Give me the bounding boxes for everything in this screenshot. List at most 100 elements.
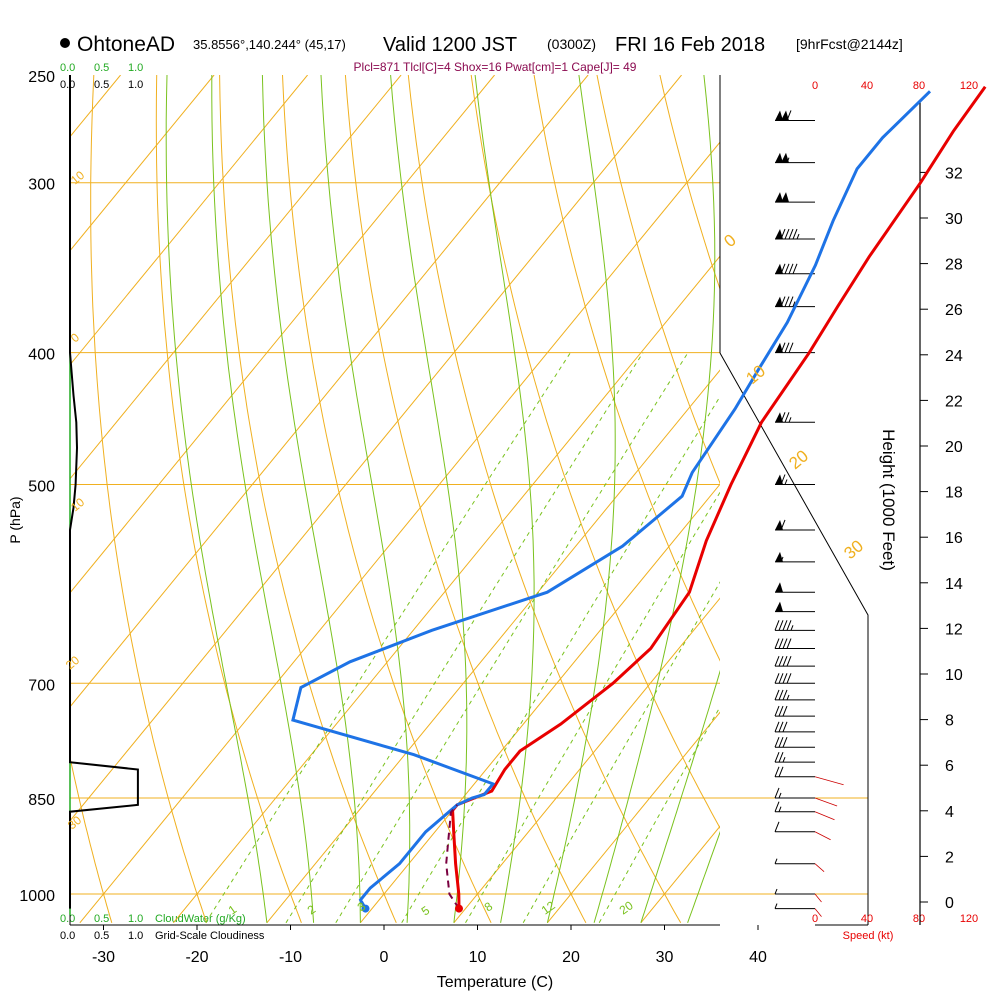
- isotherm-lines: [0, 75, 1000, 923]
- mixing-ratio-line: [523, 353, 856, 923]
- wind-barb-half-flag: [775, 904, 777, 909]
- wind-barb: [775, 110, 815, 120]
- height-tick-label: 28: [945, 257, 963, 274]
- wind-barb: [775, 788, 815, 798]
- wind-barb: [775, 690, 815, 700]
- wind-barb-flag: [779, 722, 783, 732]
- pressure-tick-label: 400: [28, 347, 55, 364]
- speed-top-tick: 80: [913, 80, 925, 92]
- wind-barb: [775, 752, 815, 762]
- height-tick-label: 26: [945, 302, 963, 319]
- wind-barb-flag: [783, 690, 787, 700]
- speed-bottom-tick: 0: [812, 913, 818, 925]
- valid-date: FRI 16 Feb 2018: [615, 34, 765, 56]
- speed-profile-line: [815, 864, 824, 872]
- temperature-tick-label: -20: [185, 949, 208, 966]
- wind-barb-flag: [781, 520, 785, 530]
- series-dewpoint-line: [293, 91, 930, 908]
- speed-bottom-tick: 40: [861, 913, 873, 925]
- cloudwater-top-ticks: 0.0 0.5 1.0 0.0 0.5 1.0: [60, 62, 143, 91]
- wind-barb-half-flag: [779, 793, 781, 798]
- wind-barb: [775, 639, 815, 649]
- wind-barb: [775, 582, 815, 592]
- wind-barb-flag: [787, 656, 791, 666]
- speed-top-tick: 120: [960, 80, 978, 92]
- wind-barb-flag: [783, 639, 787, 649]
- stability-indices: Plcl=871 Tlcl[C]=4 Shox=16 Pwat[cm]=1 Ca…: [354, 60, 637, 74]
- pressure-tick-label: 300: [28, 177, 55, 194]
- wind-barb-flag: [781, 412, 785, 422]
- wind-barb: [775, 802, 815, 812]
- pressure-tick-label: 1000: [19, 888, 55, 905]
- wind-barb-flag: [779, 673, 783, 683]
- wind-barb-flag: [781, 264, 785, 274]
- dry-adiabat-line: [156, 51, 301, 923]
- station-name: OhtoneAD: [77, 33, 175, 56]
- mixing-ratio-label: 12: [539, 898, 558, 917]
- y-axis-label: P (hPa): [7, 496, 23, 543]
- dry-adiabat-label: 20: [63, 653, 82, 673]
- wind-barb: [775, 412, 815, 422]
- wind-barb-half-flag: [779, 807, 781, 812]
- forecast-info: [9hrFcst@2144z]: [796, 36, 903, 52]
- wind-barb-flag: [785, 343, 789, 353]
- wind-barb-flag: [783, 706, 787, 716]
- dry-adiabat-label: 0: [720, 230, 739, 251]
- isotherm-line: [454, 75, 1000, 923]
- wind-barb-flag: [779, 620, 783, 630]
- wind-barb-flag: [775, 673, 779, 683]
- dry-adiabat-line: [406, 51, 681, 923]
- temperature-tick-label: -10: [279, 949, 302, 966]
- wind-barb-flag: [789, 297, 793, 307]
- wind-barb-flag: [787, 639, 791, 649]
- wind-barb-flag: [779, 706, 783, 716]
- wind-barb-flag: [787, 673, 791, 683]
- isotherm-line: [547, 75, 1000, 923]
- cloudiness-line: [70, 75, 138, 909]
- surface-temperature-marker: [455, 905, 463, 913]
- series-temperature-line: [453, 87, 986, 909]
- wind-barb-flag: [787, 620, 791, 630]
- wind-barb-flag: [775, 737, 779, 747]
- wind-barb: [775, 904, 815, 909]
- mixing-ratio-label: 20: [617, 898, 636, 917]
- wind-barb-flag: [779, 690, 783, 700]
- mixing-ratio-line: [336, 353, 688, 923]
- cloudwater-bottom-ticks: 0.0 0.5 1.0 CloudWater (g/Kg) 0.0 0.5 1.…: [60, 913, 265, 942]
- wind-barb-pennant: [781, 192, 789, 202]
- height-tick-label: 2: [945, 849, 954, 866]
- wind-barb-flag: [781, 475, 785, 485]
- height-tick-label: 30: [945, 211, 963, 228]
- pressure-tick-label: 500: [28, 479, 55, 496]
- speed-top-tick: 0: [812, 80, 818, 92]
- dry-adiabat-label: 10: [68, 495, 87, 515]
- isobar-lines: [70, 183, 868, 894]
- temperature-tick-label: 0: [380, 949, 389, 966]
- height-tick-label: 18: [945, 485, 963, 502]
- dry-adiabat-line: [593, 51, 966, 923]
- wind-barb: [775, 520, 815, 530]
- moist-adiabat-lines: [166, 75, 959, 923]
- wind-barb-flag: [779, 767, 783, 777]
- mixing-ratio-label: 2: [305, 902, 319, 917]
- mixing-ratio-label: 8: [482, 899, 496, 914]
- valid-time: Valid 1200 JST: [383, 34, 517, 56]
- wind-barb-half-flag: [791, 625, 793, 630]
- speed-profile-line: [815, 798, 837, 806]
- pressure-tick-label: 250: [28, 69, 55, 86]
- speed-profile-line: [815, 812, 835, 820]
- wind-barb-flag: [793, 229, 797, 239]
- wind-barbs: [775, 110, 815, 908]
- speed-bottom-tick: 80: [913, 913, 925, 925]
- wind-barb-flag: [775, 656, 779, 666]
- wind-barb: [775, 822, 815, 832]
- wind-barb-half-flag: [785, 480, 787, 485]
- wind-barb-flag: [781, 229, 785, 239]
- cloudwater-top-tick: 1.0: [128, 62, 143, 74]
- wind-barb: [775, 859, 815, 864]
- cloudwater-top-tick: 0.0: [60, 62, 75, 74]
- cloudiness-bottom-tick: 0.5: [94, 930, 109, 942]
